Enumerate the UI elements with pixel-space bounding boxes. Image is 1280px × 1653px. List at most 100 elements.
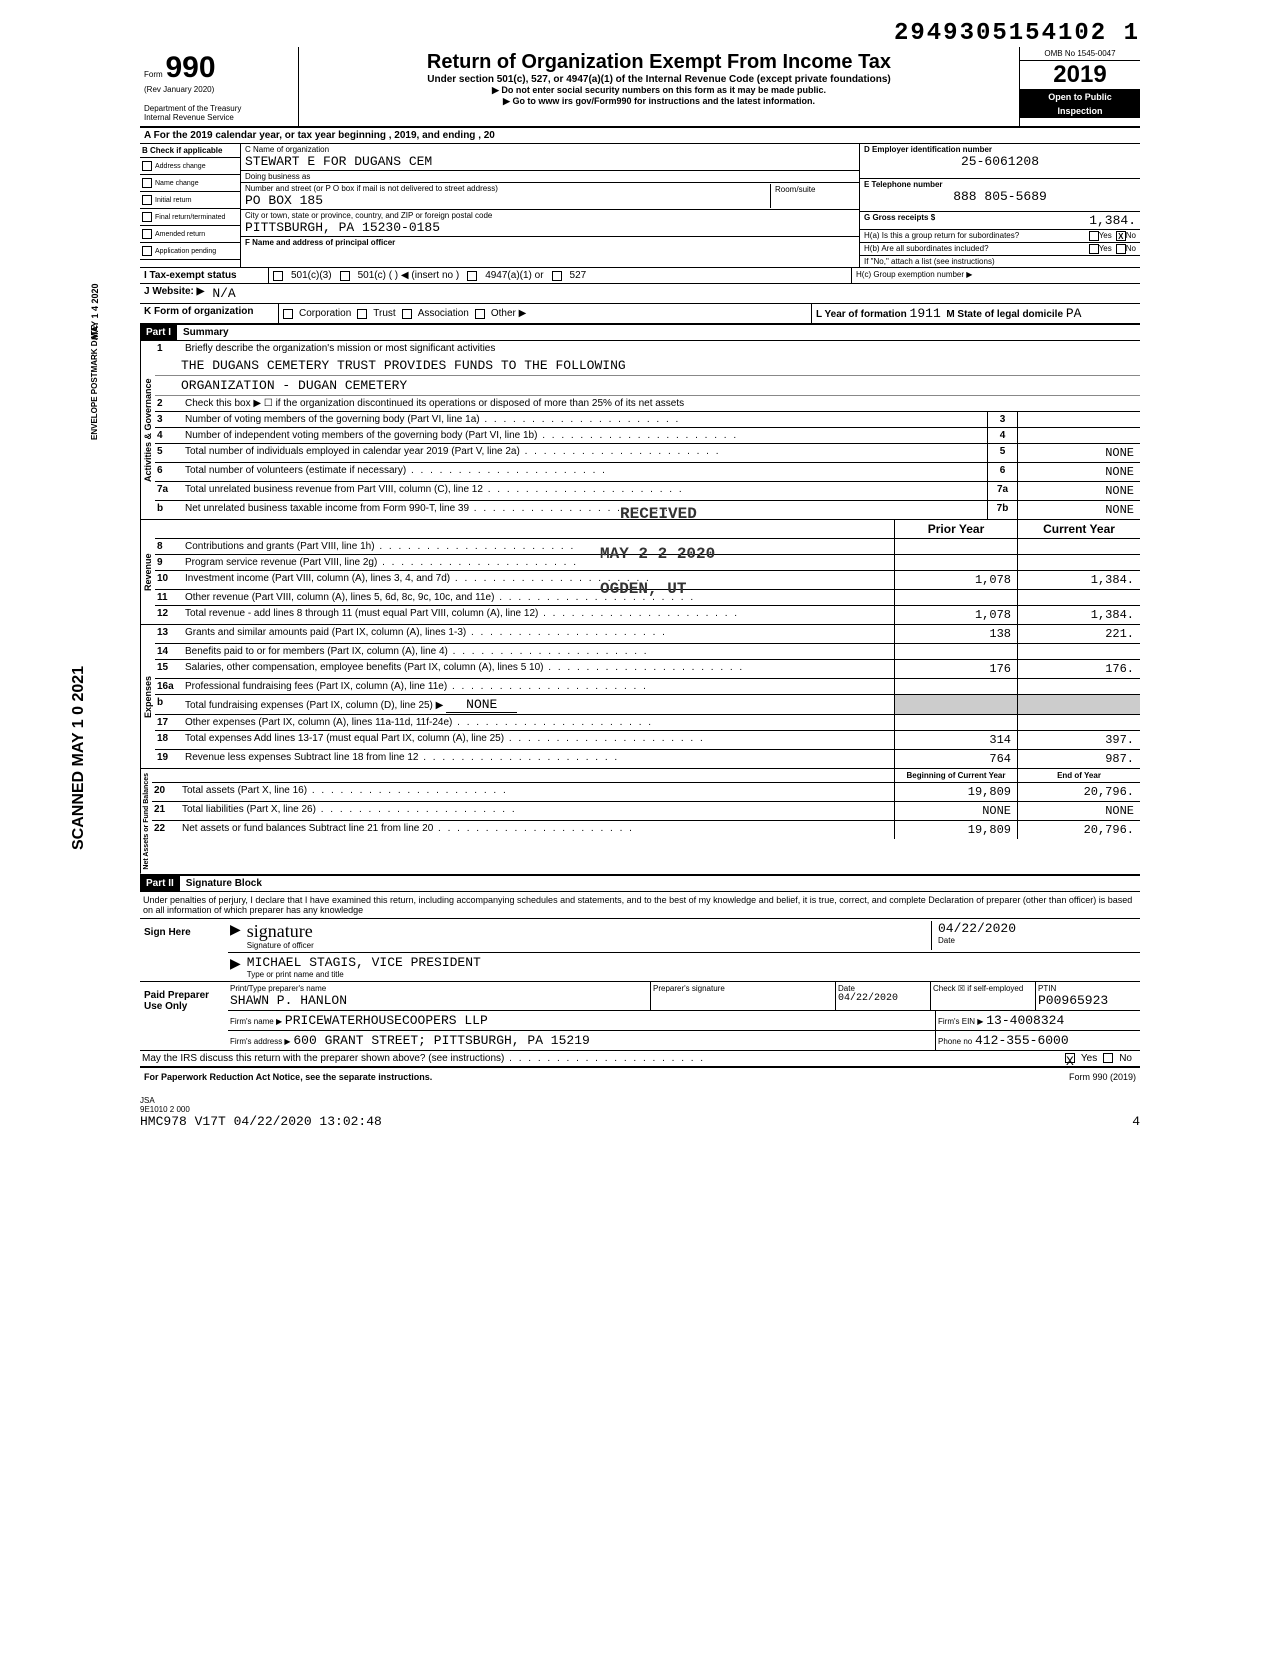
- side-net: Net Assets or Fund Balances: [140, 769, 152, 874]
- part2-header: Part II: [140, 876, 180, 891]
- street: PO BOX 185: [245, 193, 770, 208]
- line20-curr: 20,796.: [1017, 783, 1140, 801]
- check-final: Final return/terminated: [140, 209, 240, 226]
- org-name-label: C Name of organization: [245, 145, 855, 154]
- ein-label: D Employer identification number: [864, 145, 1136, 154]
- line5: Total number of individuals employed in …: [181, 444, 987, 462]
- line12-curr: 1,384.: [1017, 606, 1140, 624]
- check-name: Name change: [140, 175, 240, 192]
- 527: 527: [570, 270, 587, 281]
- city: PITTSBURGH, PA 15230-0185: [245, 220, 855, 235]
- line13-prior: 138: [894, 625, 1017, 643]
- website: N/A: [208, 284, 1140, 303]
- yes: Yes: [1075, 1053, 1103, 1064]
- line3-val: [1017, 412, 1140, 427]
- line18-curr: 397.: [1017, 731, 1140, 749]
- no-label: No: [1126, 231, 1136, 241]
- state-label: M State of legal domicile: [946, 309, 1063, 320]
- line12: Total revenue - add lines 8 through 11 (…: [181, 606, 894, 624]
- line19-prior: 764: [894, 750, 1017, 768]
- firm-name: PRICEWATERHOUSECOOPERS LLP: [285, 1013, 488, 1028]
- discuss-yes-checked: X: [1065, 1053, 1075, 1063]
- irs: Internal Revenue Service: [144, 113, 294, 122]
- goto-note: ▶ Go to www irs gov/Form990 for instruct…: [303, 96, 1015, 107]
- line9: Program service revenue (Part VIII, line…: [181, 555, 894, 570]
- officer-name-title: MICHAEL STAGIS, VICE PRESIDENT: [247, 955, 1138, 970]
- line21-curr: NONE: [1017, 802, 1140, 820]
- line15: Salaries, other compensation, employee b…: [181, 660, 894, 678]
- line11: Other revenue (Part VIII, column (A), li…: [181, 590, 894, 605]
- phone: 888 805-5689: [864, 189, 1136, 204]
- line6: Total number of volunteers (estimate if …: [181, 463, 987, 481]
- org-name: STEWART E FOR DUGANS CEM: [245, 154, 855, 169]
- side-revenue: Revenue: [140, 520, 155, 624]
- form-number: 990: [165, 51, 215, 84]
- prep-name: SHAWN P. HANLON: [230, 993, 648, 1008]
- line19: Revenue less expenses Subtract line 18 f…: [181, 750, 894, 768]
- phone-label: E Telephone number: [864, 180, 1136, 189]
- type-name-label: Type or print name and title: [247, 970, 1138, 979]
- hc-label: H(c) Group exemption number ▶: [852, 268, 1140, 283]
- jsa: JSA: [140, 1096, 1140, 1105]
- prep-sig-label: Preparer's signature: [653, 984, 833, 993]
- line12-prior: 1,078: [894, 606, 1017, 624]
- line14: Benefits paid to or for members (Part IX…: [181, 644, 894, 659]
- sign-here: Sign Here: [140, 919, 228, 981]
- state: PA: [1066, 306, 1082, 321]
- prep-date: 04/22/2020: [838, 993, 928, 1004]
- line18: Total expenses Add lines 13-17 (must equ…: [181, 731, 894, 749]
- city-label: City or town, state or province, country…: [245, 211, 855, 220]
- side-expenses: Expenses: [140, 625, 155, 768]
- omb-number: OMB No 1545-0047: [1020, 47, 1140, 61]
- ha-no-checked: X: [1116, 231, 1126, 241]
- 501c3: 501(c)(3): [291, 270, 332, 281]
- mission-2: ORGANIZATION - DUGAN CEMETERY: [155, 376, 1140, 396]
- year-formation-label: L Year of formation: [816, 309, 907, 320]
- page-num: 4: [1132, 1114, 1140, 1129]
- firm-phone: 412-355-6000: [975, 1033, 1069, 1048]
- 4947a1: 4947(a)(1) or: [485, 270, 543, 281]
- prior-year-hdr: Prior Year: [894, 520, 1017, 538]
- line10-prior: 1,078: [894, 571, 1017, 589]
- line6-val: NONE: [1017, 463, 1140, 481]
- officer-label: F Name and address of principal officer: [245, 238, 395, 247]
- paperwork-notice: For Paperwork Reduction Act Notice, see …: [144, 1072, 432, 1082]
- 501c: 501(c) ( ) ◀ (insert no ): [358, 270, 460, 281]
- line7a: Total unrelated business revenue from Pa…: [181, 482, 987, 500]
- line21: Total liabilities (Part X, line 26): [178, 802, 894, 820]
- officer-signature: signature: [247, 921, 931, 941]
- irs-discuss: May the IRS discuss this return with the…: [142, 1053, 1065, 1064]
- line1-label: Briefly describe the organization's miss…: [181, 341, 1140, 356]
- open-public: Open to Public: [1020, 90, 1140, 104]
- yes-label: Yes: [1099, 231, 1112, 241]
- line4: Number of independent voting members of …: [181, 428, 987, 443]
- line2: Check this box ▶ ☐ if the organization d…: [181, 396, 1140, 411]
- form-subtitle: Under section 501(c), 527, or 4947(a)(1)…: [303, 74, 1015, 85]
- line18-prior: 314: [894, 731, 1017, 749]
- check-self: Check ☒ if self-employed: [931, 982, 1036, 1010]
- line22: Net assets or fund balances Subtract lin…: [178, 821, 894, 839]
- firm-phone-label: Phone no: [938, 1037, 972, 1046]
- check-pending: Application pending: [140, 243, 240, 260]
- check-address: Address change: [140, 158, 240, 175]
- ptin: P00965923: [1038, 993, 1138, 1008]
- line16a: Professional fundraising fees (Part IX, …: [181, 679, 894, 694]
- firm-addr-label: Firm's address ▶: [230, 1037, 291, 1046]
- form-org-label: K Form of organization: [140, 304, 279, 323]
- line7b-val: NONE: [1017, 501, 1140, 519]
- arrow-icon: ▶: [230, 955, 241, 979]
- ptin-label: PTIN: [1038, 984, 1138, 993]
- prep-name-label: Print/Type preparer's name: [230, 984, 648, 993]
- trust: Trust: [373, 308, 395, 319]
- paid-preparer: Paid Preparer Use Only: [140, 982, 228, 1050]
- part2-title: Signature Block: [180, 876, 268, 891]
- line5-val: NONE: [1017, 444, 1140, 462]
- bottom-stamp: HMC978 V17T 04/22/2020 13:02:48: [140, 1114, 382, 1129]
- check-amended: Amended return: [140, 226, 240, 243]
- ein: 25-6061208: [864, 154, 1136, 169]
- arrow-icon: ▶: [230, 921, 241, 950]
- no: No: [1113, 1053, 1138, 1064]
- sig-officer-label: Signature of officer: [247, 941, 931, 950]
- part1-title: Summary: [177, 325, 235, 340]
- line16b: Total fundraising expenses (Part IX, col…: [181, 695, 894, 714]
